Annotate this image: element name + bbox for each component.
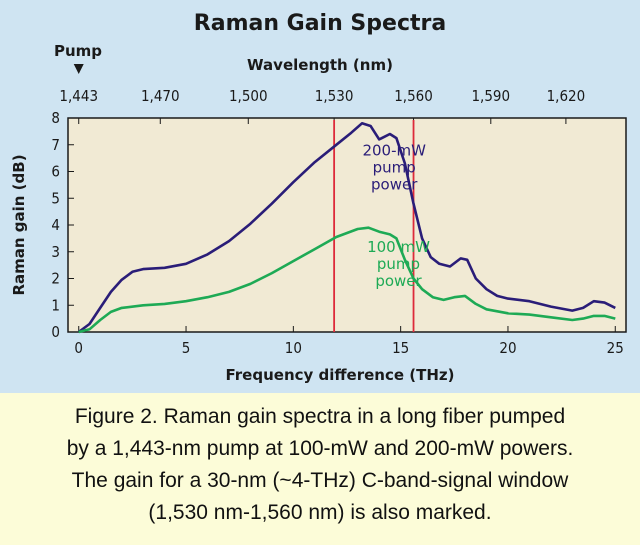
y-tick-label: 2 — [51, 270, 60, 288]
top-tick-label: 1,500 — [229, 87, 268, 105]
y-tick-label: 7 — [51, 136, 60, 154]
x-tick-label: 15 — [392, 339, 409, 357]
y-tick-label: 6 — [51, 163, 60, 181]
y-tick-label: 0 — [51, 323, 60, 341]
top-tick-label: 1,530 — [315, 87, 354, 105]
x-tick-label: 20 — [499, 339, 516, 357]
pump-arrow-icon — [73, 64, 84, 74]
x-tick-label: 10 — [285, 339, 302, 357]
top-tick-label: 1,590 — [471, 87, 510, 105]
series-label-100mw: pump — [377, 255, 420, 273]
caption-line: (1,530 nm-1,560 nm) is also marked. — [148, 501, 492, 524]
y-tick-label: 5 — [51, 189, 60, 207]
series-label-100mw: 100 mW — [367, 238, 430, 256]
caption-line: The gain for a 30-nm (~4-THz) C-band-sig… — [71, 469, 569, 492]
series-label-100mw: power — [375, 272, 422, 290]
x-tick-label: 5 — [182, 339, 191, 357]
plot-area — [67, 117, 627, 333]
chart-title: Raman Gain Spectra — [194, 11, 446, 36]
series-label-200mw: 200-mW — [362, 141, 426, 159]
y-tick-label: 8 — [51, 109, 60, 127]
series-line-200mw — [77, 122, 616, 334]
series-label-200mw: power — [371, 175, 418, 193]
y-tick-label: 4 — [51, 216, 60, 234]
figure-caption: Figure 2. Raman gain spectra in a long f… — [0, 393, 640, 545]
top-axis-label: Wavelength (nm) — [247, 56, 393, 74]
chart-panel: Raman Gain Spectra Wavelength (nm) Pump 1,4… — [0, 0, 640, 393]
top-tick-label: 1,470 — [141, 87, 180, 105]
series-line-100mw — [78, 226, 616, 334]
y-tick-label: 3 — [51, 243, 60, 261]
y-axis-label: Raman gain (dB) — [10, 154, 28, 295]
series-label-200mw: pump — [373, 158, 416, 176]
top-tick-label: 1,443 — [59, 87, 98, 105]
top-tick-label: 1,560 — [394, 87, 433, 105]
y-tick-label: 1 — [51, 296, 60, 314]
top-tick-label: 1,620 — [547, 87, 586, 105]
x-tick-label: 25 — [607, 339, 624, 357]
caption-line: Figure 2. Raman gain spectra in a long f… — [74, 405, 566, 428]
caption-line: by a 1,443-nm pump at 100-mW and 200-mW … — [66, 437, 574, 460]
x-axis-label: Frequency difference (THz) — [226, 366, 455, 384]
x-tick-label: 0 — [74, 339, 83, 357]
raman-gain-chart: Raman Gain Spectra Wavelength (nm) Pump 1,4… — [10, 11, 627, 384]
pump-label: Pump — [54, 42, 102, 60]
